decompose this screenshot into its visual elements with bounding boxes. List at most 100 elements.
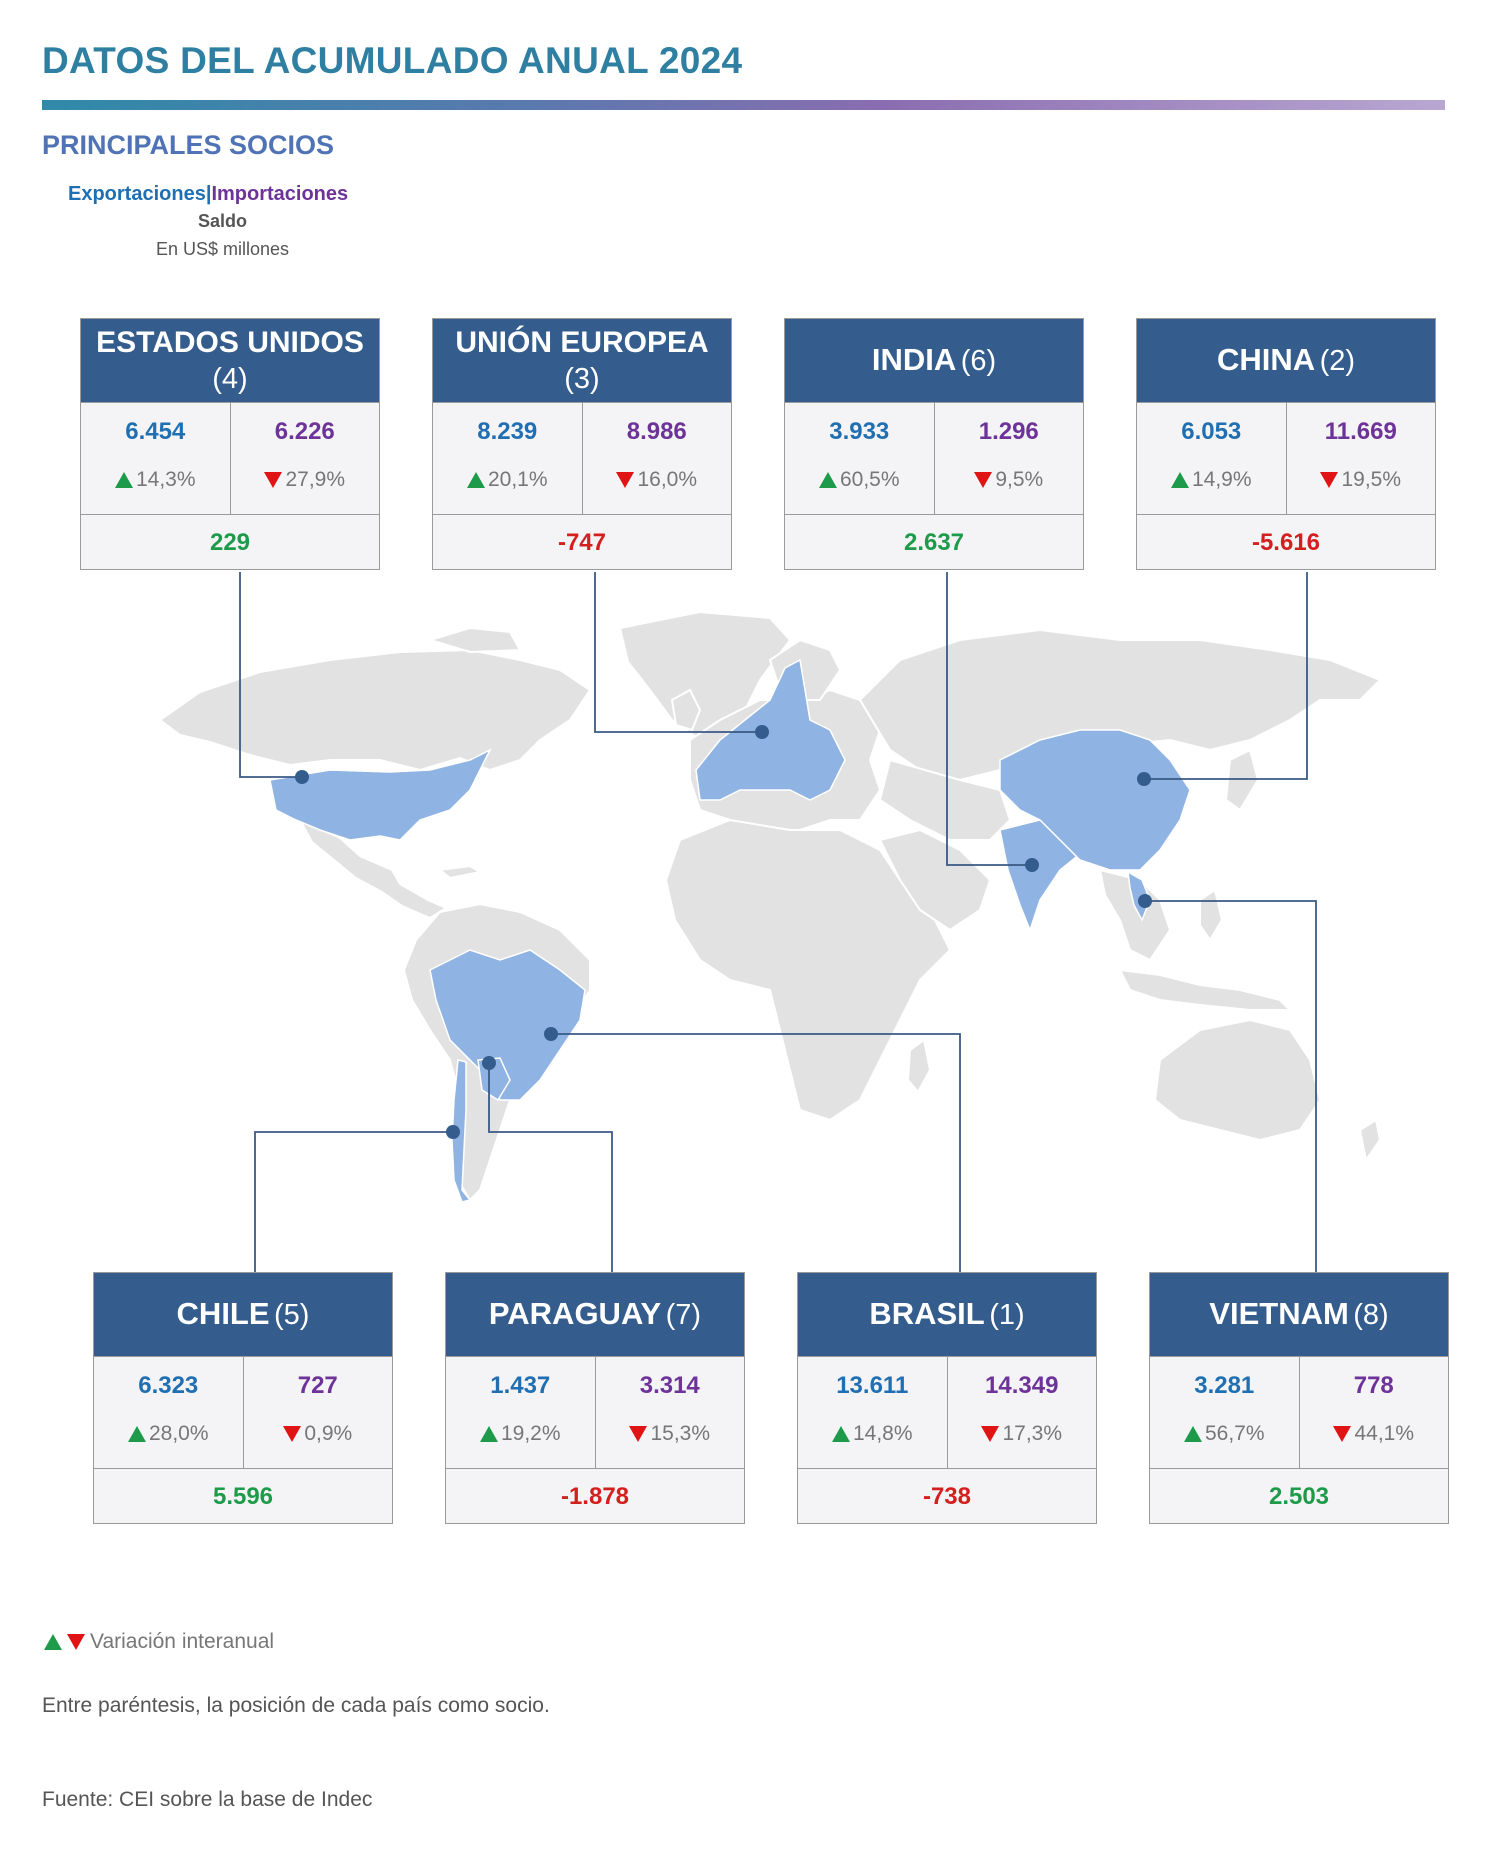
imports-value: 778: [1353, 1372, 1394, 1399]
connector-lines: [239, 572, 1317, 1274]
exports-variation: 19,2%: [500, 1422, 561, 1445]
vietnam-shape: [1127, 870, 1151, 922]
imports-value: 3.314: [639, 1372, 700, 1399]
imports-value: 11.669: [1324, 418, 1397, 445]
balance-value: -1.878: [560, 1483, 630, 1510]
legend-imports: Importaciones: [211, 183, 349, 205]
world-landmasses: [158, 610, 1382, 1202]
page-title: DATOS DEL ACUMULADO ANUAL 2024: [42, 40, 743, 81]
imports-value: 6.226: [274, 418, 335, 445]
card-header: CHILE (5): [94, 1273, 392, 1356]
country-name: VIETNAM: [1209, 1296, 1349, 1332]
marker-china: [1137, 772, 1151, 786]
up-arrow-icon: [114, 472, 133, 488]
imports-variation: 16,0%: [637, 468, 698, 491]
imports-value: 1.296: [978, 418, 1039, 445]
imports-variation: 9,5%: [995, 468, 1044, 491]
marker-india: [1025, 858, 1039, 872]
connector-brasil: [551, 1033, 961, 1274]
card-union-europea: UNIÓN EUROPEA (3) 8.239 20,1% 8.986 16,0…: [432, 318, 732, 570]
exports-value: 13.611: [836, 1372, 909, 1399]
exports-value: 6.053: [1181, 418, 1242, 445]
imports-variation: 15,3%: [650, 1422, 711, 1445]
exports-value: 3.933: [829, 418, 890, 445]
up-arrow-icon: [1183, 1426, 1202, 1442]
exports-value: 1.437: [490, 1372, 551, 1399]
card-header: VIETNAM (8): [1150, 1273, 1448, 1356]
connector-china: [1144, 572, 1308, 780]
imports-variation: 19,5%: [1341, 468, 1402, 491]
partner-rank: (7): [665, 1299, 702, 1332]
card-brasil: BRASIL (1) 13.611 14,8% 14.349 17,3% -73…: [797, 1272, 1097, 1524]
card-china: CHINA (2) 6.053 14,9% 11.669 19,5% -5.61…: [1136, 318, 1436, 570]
partner-rank: (2): [1319, 345, 1356, 378]
imports-value: 8.986: [626, 418, 687, 445]
partner-rank: (6): [960, 345, 997, 378]
partner-highlights: [269, 658, 1191, 1203]
china-shape: [999, 729, 1191, 871]
exports-variation: 14,3%: [135, 468, 196, 491]
imports-value: 14.349: [985, 1372, 1059, 1399]
exports-variation: 14,8%: [852, 1422, 913, 1445]
imports-value: 727: [297, 1372, 338, 1399]
usa-shape: [269, 748, 492, 841]
connector-vietnam: [1145, 900, 1317, 1274]
exports-variation: 20,1%: [487, 468, 548, 491]
balance-value: 229: [209, 529, 251, 556]
down-arrow-icon: [981, 1426, 1000, 1442]
balance-value: -5.616: [1251, 529, 1321, 556]
up-arrow-icon: [831, 1426, 850, 1442]
country-name: CHILE: [176, 1296, 270, 1332]
country-name: ESTADOS UNIDOS: [96, 325, 364, 359]
marker-chile: [446, 1125, 460, 1139]
connector-usa: [239, 572, 302, 778]
variation-legend: Variación interanual: [44, 1630, 274, 1654]
marker-paraguay: [482, 1056, 496, 1070]
card-header: PARAGUAY (7): [446, 1273, 744, 1356]
imports-variation: 27,9%: [285, 468, 346, 491]
balance-value: 2.503: [1268, 1483, 1330, 1510]
legend-units: En US$ millones: [155, 239, 290, 259]
partner-rank: (5): [274, 1299, 310, 1332]
marker-usa: [295, 770, 309, 784]
imports-variation: 0,9%: [304, 1422, 353, 1445]
connector-chile: [254, 1131, 453, 1274]
exports-variation: 28,0%: [148, 1422, 209, 1445]
down-arrow-icon: [1320, 472, 1339, 488]
country-name: PARAGUAY: [488, 1296, 662, 1332]
up-arrow-icon: [818, 472, 837, 488]
card-paraguay: PARAGUAY (7) 1.437 19,2% 3.314 15,3% -1.…: [445, 1272, 745, 1524]
card-vietnam: VIETNAM (8) 3.281 56,7% 778 44,1% 2.503: [1149, 1272, 1449, 1524]
country-name: CHINA: [1216, 342, 1316, 378]
exports-value: 3.281: [1194, 1372, 1255, 1399]
down-arrow-icon: [629, 1426, 648, 1442]
legend-balance: Saldo: [197, 211, 247, 231]
down-arrow-icon: [67, 1634, 85, 1650]
brazil-shape: [429, 949, 586, 1101]
partner-rank: (4): [212, 363, 248, 396]
card-header: BRASIL (1): [798, 1273, 1096, 1356]
country-name: UNIÓN EUROPEA: [455, 325, 709, 359]
source-note: Fuente: CEI sobre la base de Indec: [42, 1788, 373, 1811]
marker-vietnam: [1138, 894, 1152, 908]
exports-variation: 60,5%: [839, 468, 900, 491]
up-arrow-icon: [127, 1426, 146, 1442]
card-header: ESTADOS UNIDOS (4): [81, 319, 379, 402]
down-arrow-icon: [283, 1426, 302, 1442]
exports-variation: 56,7%: [1204, 1422, 1265, 1445]
imports-variation: 17,3%: [1002, 1422, 1063, 1445]
title-divider: [42, 100, 1445, 110]
eu-shape: [695, 658, 846, 801]
imports-variation: 44,1%: [1354, 1422, 1415, 1445]
exports-variation: 14,9%: [1191, 468, 1252, 491]
card-chile: CHILE (5) 6.323 28,0% 727 0,9% 5.596: [93, 1272, 393, 1524]
exports-value: 8.239: [477, 418, 538, 445]
marker-eu: [755, 725, 769, 739]
up-arrow-icon: [1170, 472, 1189, 488]
down-arrow-icon: [1333, 1426, 1352, 1442]
card-india: INDIA (6) 3.933 60,5% 1.296 9,5% 2.637: [784, 318, 1084, 570]
balance-value: 2.637: [903, 529, 965, 556]
country-name: INDIA: [871, 342, 957, 378]
balance-value: -738: [922, 1483, 972, 1510]
